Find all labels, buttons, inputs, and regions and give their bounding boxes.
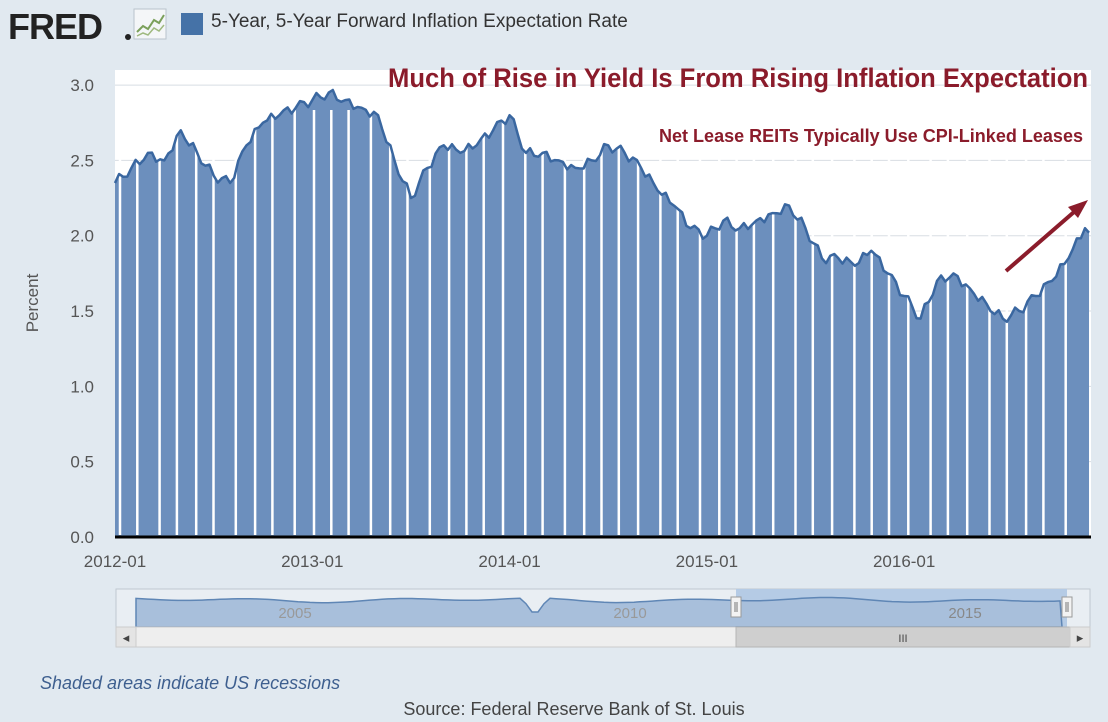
series-line: [113, 88, 1090, 324]
y-tick-label: 0.0: [70, 528, 94, 547]
scroll-thumb-grip-icon: III: [898, 633, 907, 645]
y-tick-label: 2.5: [70, 151, 94, 170]
scroll-right-button[interactable]: [1069, 626, 1091, 648]
scroll-left-button[interactable]: [115, 626, 137, 648]
source-note: Source: Federal Reserve Bank of St. Loui…: [403, 699, 745, 719]
main-chart: 0.0 0.5 1.0 1.5 2.0 2.5 3.0 2012-01 2013-01 2014…: [23, 63, 1091, 571]
legend-swatch: [181, 13, 203, 35]
scroll-left-icon: ◂: [123, 630, 130, 645]
logo-dot: [125, 34, 131, 40]
y-tick-label: 1.0: [70, 377, 94, 396]
x-tick-label: 2016-01: [873, 552, 935, 571]
y-tick-label: 2.0: [70, 227, 94, 246]
chart-header: FRED 5-Year, 5-Year Forward Inflation Ex…: [0, 0, 1108, 50]
x-tick-label: 2015-01: [676, 552, 738, 571]
y-tick-labels: 0.0 0.5 1.0 1.5 2.0 2.5 3.0: [70, 76, 94, 547]
series-gaps: [118, 110, 1067, 535]
x-tick-label: 2012-01: [84, 552, 146, 571]
navigator-right-handle[interactable]: [1061, 596, 1073, 618]
y-tick-label: 1.5: [70, 302, 94, 321]
recession-note: Shaded areas indicate US recessions: [40, 673, 341, 693]
navigator-series: [135, 596, 1063, 628]
x-tick-label: 2014-01: [478, 552, 540, 571]
x-tick-labels: 2012-01 2013-01 2014-01 2015-01 2016-01: [84, 552, 936, 571]
legend-label: 5-Year, 5-Year Forward Inflation Expecta…: [211, 11, 628, 32]
scroll-right-icon: ▸: [1077, 630, 1084, 645]
range-navigator[interactable]: 2005 2010 2015 ◂ III ▸: [0, 588, 1108, 650]
navigator-left-handle[interactable]: [730, 596, 742, 618]
navigator-year-label: 2005: [278, 605, 311, 622]
y-tick-label: 0.5: [70, 453, 94, 472]
sparkline-icon: [133, 8, 167, 40]
fred-logo[interactable]: FRED: [8, 6, 103, 47]
navigator-year-label: 2015: [948, 605, 981, 622]
subheadline-annotation: Net Lease REITs Typically Use CPI-Linked…: [659, 126, 1083, 146]
rising-arrow: [1004, 200, 1088, 273]
y-tick-label: 3.0: [70, 76, 94, 95]
x-tick-label: 2013-01: [281, 552, 343, 571]
headline-annotation: Much of Rise in Yield Is From Rising Inf…: [388, 63, 1088, 93]
y-axis-title: Percent: [23, 273, 42, 332]
navigator-year-label: 2010: [613, 605, 646, 622]
